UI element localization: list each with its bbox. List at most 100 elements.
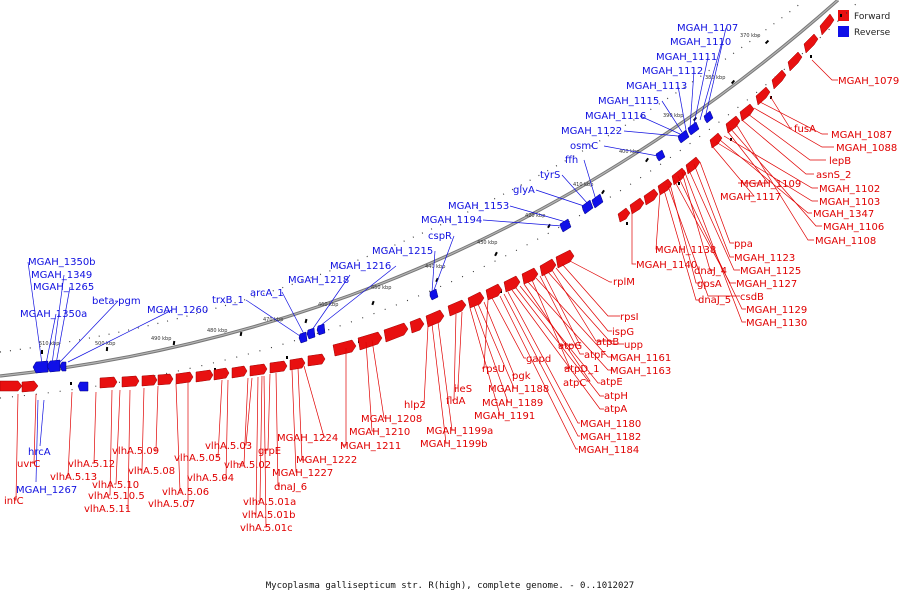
forward-gene-track	[0, 13, 835, 393]
gene-label: MGAH_1265	[33, 282, 94, 293]
gene-label: atpG	[558, 341, 582, 352]
gene-label: asnS_2	[816, 170, 851, 181]
gene-label: MGAH_1112	[642, 66, 703, 77]
gene-label: atpC	[563, 378, 586, 389]
forward-gene-feature	[157, 373, 174, 386]
kbp-label: 490 kbp	[151, 336, 171, 342]
gene-label: MGAH_1111	[656, 52, 717, 63]
gene-label: fusA	[794, 124, 816, 135]
gene-label: MGAH_1199a	[426, 426, 493, 437]
tick-mark	[304, 318, 308, 324]
gene-label: MGAH_1106	[823, 222, 884, 233]
gene-label: upp	[624, 340, 643, 351]
forward-gene-feature	[819, 13, 835, 36]
tick-mark	[601, 189, 605, 195]
kbp-label: 430 kbp	[477, 240, 497, 246]
forward-leader-lines	[14, 59, 838, 528]
gene-label: rpsI	[620, 312, 639, 323]
gene-label: vlhA.5.01b	[242, 510, 296, 521]
forward-gene-feature	[617, 207, 631, 223]
tick-mark	[371, 300, 375, 306]
tick-mark	[70, 382, 72, 385]
forward-gene-feature	[467, 291, 485, 309]
gene-label: csdB	[740, 292, 764, 303]
gene-label: MGAH_1163	[610, 366, 671, 377]
tick-mark	[41, 350, 43, 354]
tick-mark	[172, 340, 176, 346]
forward-gene-feature	[555, 249, 575, 269]
gene-label: MGAH_1130	[746, 318, 807, 329]
reverse-gene-feature	[298, 331, 308, 344]
forward-gene-feature	[269, 360, 288, 374]
gene-label: MGAH_1110	[670, 37, 731, 48]
gene-label: atpA	[604, 404, 627, 415]
tick-mark	[810, 55, 812, 58]
tick-mark	[645, 157, 649, 163]
gene-label: MGAH_1267	[16, 485, 77, 496]
forward-gene-feature	[141, 374, 158, 387]
gene-label: MGAH_1210	[349, 427, 410, 438]
gene-label: MGAH_1129	[746, 305, 807, 316]
gene-label: ispG	[612, 327, 634, 338]
gene-label: MGAH_1153	[448, 201, 509, 212]
genome-caption: Mycoplasma gallisepticum str. R(high), c…	[266, 581, 634, 591]
kbp-label: 460 kbp	[318, 302, 338, 308]
gene-label: MGAH_1211	[340, 441, 401, 452]
tick-mark	[547, 223, 551, 229]
forward-gene-feature	[332, 339, 357, 357]
gene-label: MGAH_1182	[580, 432, 641, 443]
kbp-label: 410 kbp	[573, 182, 593, 188]
forward-gene-feature	[447, 299, 467, 317]
gene-label: vlhA.5.11	[84, 504, 131, 515]
gene-label: vlhA.5.05	[174, 453, 221, 464]
kbp-label: 420 kbp	[525, 213, 545, 219]
forward-gene-feature	[121, 375, 140, 388]
gene-label: dnaJ_5	[698, 295, 731, 306]
gene-label: MGAH_1216	[330, 261, 391, 272]
reverse-gene-track	[32, 110, 714, 392]
gene-label: lepB	[829, 156, 851, 167]
forward-gene-feature	[803, 33, 819, 54]
gene-label: MGAH_1109	[740, 179, 801, 190]
gene-label: cspR	[428, 231, 452, 242]
reverse-gene-feature	[32, 360, 49, 374]
gene-label: vlhA.5.13	[50, 472, 97, 483]
gene-label: MGAH_1350a	[20, 309, 87, 320]
gene-label: trxB_1	[212, 295, 244, 306]
genome-backbone-highlight	[0, 0, 839, 377]
forward-gene-feature	[383, 322, 409, 343]
kbp-label: 480 kbp	[207, 328, 227, 334]
gene-label: atpD_1	[564, 364, 599, 375]
gene-label: MGAH_1108	[815, 236, 876, 247]
kbp-label: 440 kbp	[425, 264, 445, 270]
forward-gene-feature	[709, 132, 723, 149]
forward-gene-feature	[357, 331, 383, 351]
forward-gene-feature	[685, 156, 701, 175]
reverse-gene-feature	[77, 381, 89, 392]
forward-swatch	[838, 10, 849, 21]
kbp-label: 470 kbp	[263, 317, 283, 323]
gene-label: MGAH_1349	[31, 270, 92, 281]
gene-label: vlhA.5.03	[205, 441, 252, 452]
forward-gene-feature	[213, 367, 230, 381]
gene-label: MGAH_1194	[421, 215, 482, 226]
gene-label: vlhA.5.02	[224, 460, 271, 471]
kbp-scale-labels: 370 kbp 380 kbp 390 kbp 400 kbp 410 kbp …	[39, 33, 760, 347]
reverse-gene-feature	[316, 323, 326, 336]
reverse-gene-feature	[429, 288, 439, 301]
forward-gene-feature	[771, 69, 787, 90]
forward-legend-label: Forward	[854, 12, 890, 22]
forward-gene-feature	[289, 357, 306, 371]
gene-label: dnaJ_4	[694, 266, 727, 277]
gene-label: MGAH_1103	[819, 197, 880, 208]
forward-gene-feature	[99, 376, 118, 389]
gene-label: MGAH_1116	[585, 111, 646, 122]
legend: Forward Reverse	[838, 10, 891, 38]
forward-gene-labels: MGAH_1079 fusA MGAH_1087 MGAH_1088 lepB …	[4, 76, 899, 534]
gene-label: MGAH_1122	[561, 126, 622, 137]
tick-mark	[239, 331, 243, 337]
scale-dotted-arc	[0, 0, 806, 353]
forward-gene-feature	[643, 188, 659, 206]
forward-gene-feature	[725, 115, 741, 134]
kbp-label: 510 kbp	[39, 341, 59, 347]
